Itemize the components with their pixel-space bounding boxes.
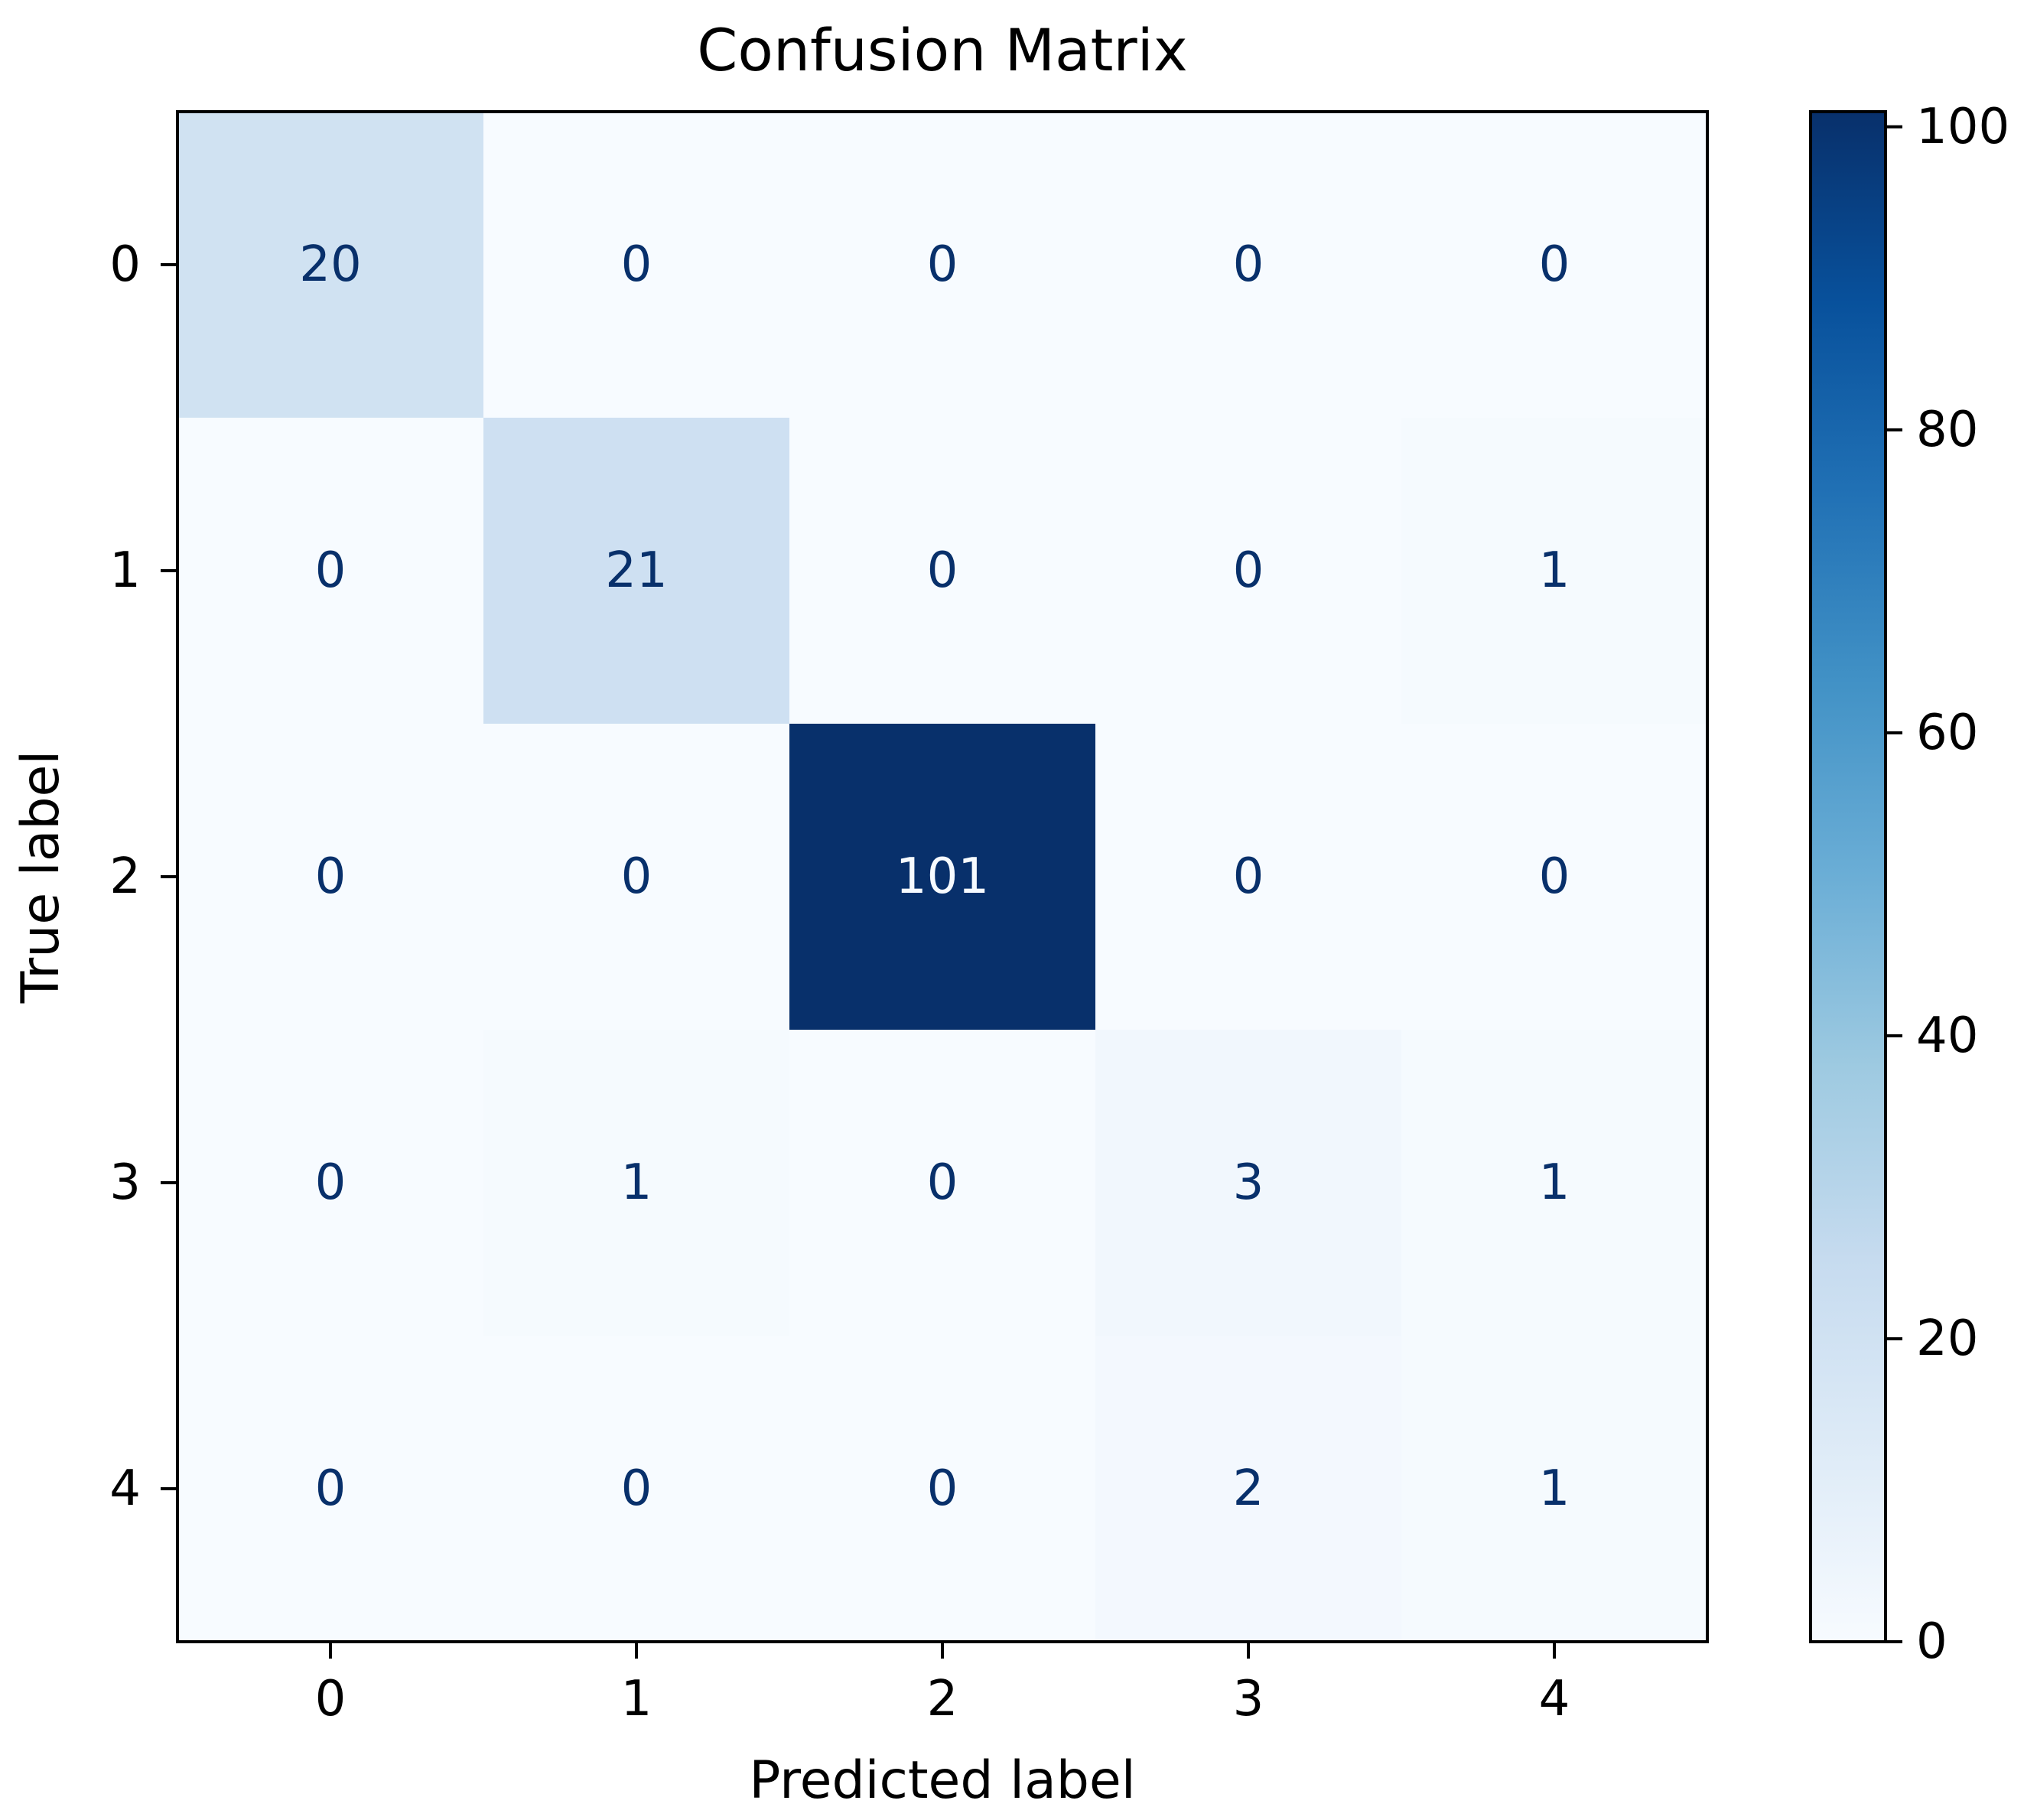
x-tick-label: 2 <box>927 1671 958 1727</box>
cell-value-label: 0 <box>315 542 347 599</box>
colorbar-tick-label: 60 <box>1916 705 1978 761</box>
matrix-cell-r2-c3 <box>1095 724 1402 1030</box>
cell-value-label: 0 <box>315 1460 347 1517</box>
matrix-cell-r1-c0 <box>177 418 484 724</box>
chart-title: Confusion Matrix <box>697 16 1187 84</box>
colorbar-tick-label: 100 <box>1916 99 2009 155</box>
axis-ticks: 0 1 2 3 4 0 1 2 3 4 <box>109 236 1570 1727</box>
cell-value-label: 1 <box>1539 1154 1570 1211</box>
matrix-cell-r1-c3 <box>1095 418 1402 724</box>
matrix-cell-r1-c2 <box>789 418 1096 724</box>
matrix-cell-r0-c3 <box>1095 112 1402 418</box>
cell-value-label: 0 <box>1539 848 1570 905</box>
matrix-cell-r2-c1 <box>483 724 790 1030</box>
cell-value-label: 1 <box>1539 542 1570 599</box>
matrix-cell-r0-c2 <box>789 112 1096 418</box>
cell-value-label: 0 <box>1233 236 1264 293</box>
x-tick-label: 1 <box>621 1671 652 1727</box>
cell-value-label: 0 <box>315 1154 347 1211</box>
cell-value-label: 1 <box>1539 1460 1570 1517</box>
matrix-cell-r4-c0 <box>177 1336 484 1643</box>
cell-value-label: 0 <box>621 848 652 905</box>
x-axis-label: Predicted label <box>749 1750 1135 1811</box>
x-tick-label: 4 <box>1539 1671 1570 1727</box>
colorbar: 0 20 40 60 80 100 <box>1809 99 2009 1670</box>
y-tick-label: 3 <box>109 1154 141 1211</box>
cell-value-label: 0 <box>927 1460 958 1517</box>
matrix-cell-r2-c0 <box>177 724 484 1030</box>
cell-value-label: 1 <box>621 1154 652 1211</box>
cell-value-label: 0 <box>1539 236 1570 293</box>
matrix-cell-r1-c4 <box>1401 418 1708 724</box>
y-tick-label: 2 <box>109 848 141 905</box>
matrix-cell-r3-c1 <box>483 1030 790 1337</box>
cell-value-label: 0 <box>621 1460 652 1517</box>
matrix-cell-r2-c4 <box>1401 724 1708 1030</box>
matrix-cell-r3-c3 <box>1095 1030 1402 1337</box>
cell-value-label: 0 <box>927 236 958 293</box>
y-tick-label: 4 <box>109 1460 141 1517</box>
matrix-cells: 20 0 0 0 00 21 0 0 10 0 101 0 00 1 0 3 10 0 0 2 1 <box>177 112 1708 1643</box>
cell-value-label: 2 <box>1233 1460 1264 1517</box>
matrix-cell-r1-c1 <box>483 418 790 724</box>
matrix-cell-r3-c2 <box>789 1030 1096 1337</box>
cell-value-label: 0 <box>1233 848 1264 905</box>
cell-value-label: 21 <box>605 542 667 599</box>
colorbar-tick-label: 80 <box>1916 402 1978 458</box>
colorbar-tick-label: 20 <box>1916 1310 1978 1367</box>
matrix-cell-r0-c1 <box>483 112 790 418</box>
colorbar-gradient <box>1809 110 1887 1643</box>
y-tick-label: 0 <box>109 236 141 293</box>
matrix-cell-r0-c4 <box>1401 112 1708 418</box>
x-tick-label: 0 <box>315 1671 347 1727</box>
matrix-cell-r4-c1 <box>483 1336 790 1643</box>
matrix-cell-r3-c4 <box>1401 1030 1708 1337</box>
cell-value-label: 101 <box>896 848 989 905</box>
cell-value-label: 0 <box>621 236 652 293</box>
matrix-cell-r4-c4 <box>1401 1336 1708 1643</box>
matrix-cell-r4-c2 <box>789 1336 1096 1643</box>
matrix-cell-r0-c0 <box>177 112 484 418</box>
cell-value-label: 0 <box>1233 542 1264 599</box>
cell-value-label: 0 <box>927 542 958 599</box>
cell-value-label: 0 <box>927 1154 958 1211</box>
matrix-cell-r4-c3 <box>1095 1336 1402 1643</box>
cell-value-label: 0 <box>315 848 347 905</box>
y-tick-label: 1 <box>109 542 141 599</box>
y-axis-label: True label <box>11 750 71 1004</box>
matrix-cell-r3-c0 <box>177 1030 484 1337</box>
x-tick-label: 3 <box>1233 1671 1264 1727</box>
colorbar-tick-label: 0 <box>1916 1613 1948 1670</box>
colorbar-tick-label: 40 <box>1916 1008 1978 1064</box>
matrix-cell-r2-c2 <box>789 724 1096 1030</box>
cell-value-label: 3 <box>1233 1154 1264 1211</box>
cell-value-label: 20 <box>299 236 361 293</box>
